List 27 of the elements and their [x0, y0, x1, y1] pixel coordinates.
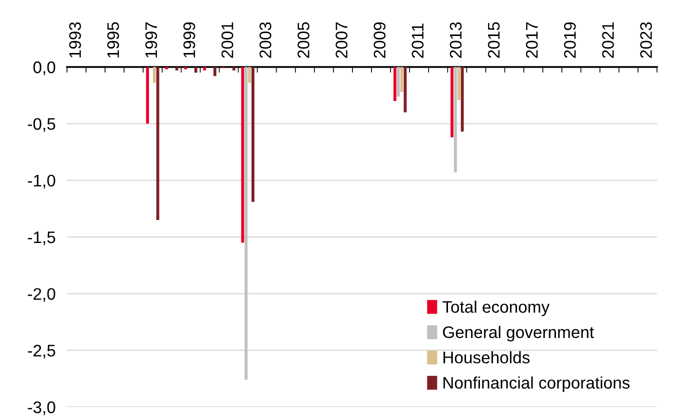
legend-label: General government: [442, 326, 594, 342]
x-tick-label: 2011: [412, 24, 424, 58]
x-tick-label: 2019: [564, 22, 576, 58]
x-tick-label: 1999: [183, 22, 196, 58]
legend-label: Nonfinancial corporations: [444, 376, 630, 392]
x-tick-label: 1995: [107, 22, 120, 58]
x-tick-label: 1993: [69, 22, 81, 58]
y-tick-label: 0,0: [33, 61, 56, 76]
y-tick-label: -1,0: [28, 174, 56, 189]
x-tick-label: 2017: [526, 22, 538, 58]
y-tick-label: -2,0: [28, 288, 56, 302]
y-tick-label: -0,5: [28, 118, 56, 132]
x-tick-label: 2003: [260, 22, 272, 58]
x-tick-label: 2007: [336, 22, 348, 58]
legend-label: Total economy: [442, 300, 550, 316]
x-tick-label: 2021: [602, 22, 614, 58]
x-tick-label: 2005: [298, 22, 310, 58]
y-tick-label: -1,5: [28, 232, 56, 246]
x-tick-label: 2013: [450, 22, 462, 58]
x-tick-label: 2023: [640, 22, 652, 58]
x-tick-label: 1997: [145, 22, 158, 58]
y-tick-label: -3,0: [28, 401, 56, 416]
x-tick-label: 2001: [221, 22, 234, 58]
x-tick-label: 2015: [488, 22, 500, 58]
y-tick-label: -2,5: [28, 344, 56, 359]
legend-label: Households: [444, 351, 530, 364]
x-tick-label: 2009: [374, 22, 386, 58]
